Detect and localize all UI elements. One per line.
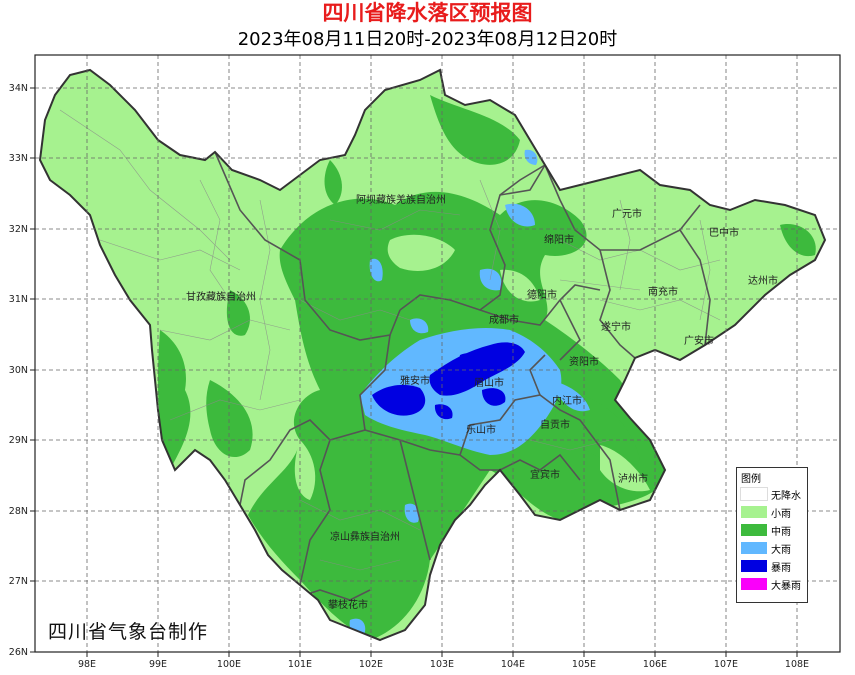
lat-label: 32N xyxy=(9,224,28,235)
latitude-labels: 34N 33N 32N 31N 30N 29N 28N 27N 26N xyxy=(9,83,28,658)
city-label-chengdu: 成都市 xyxy=(489,313,519,326)
legend-item-heavy-rainstorm: 大暴雨 xyxy=(741,576,805,592)
lon-label: 106E xyxy=(643,659,667,670)
map-title: 四川省降水落区预报图 xyxy=(322,1,533,25)
city-label-zigong: 自贡市 xyxy=(540,418,570,431)
lat-label: 29N xyxy=(9,435,28,446)
city-label-deyang: 德阳市 xyxy=(527,288,557,301)
city-label-liangshan: 凉山彝族自治州 xyxy=(330,530,400,543)
lat-label: 34N xyxy=(9,83,28,94)
lon-label: 98E xyxy=(78,659,96,670)
legend-item-no-rain: 无降水 xyxy=(740,486,805,502)
map-frame xyxy=(34,54,841,653)
forecast-period: 2023年08月11日20时-2023年08月12日20时 xyxy=(237,29,618,50)
city-label-guangyuan: 广元市 xyxy=(612,207,642,220)
city-label-suining: 遂宁市 xyxy=(601,320,631,333)
lon-label: 103E xyxy=(430,659,454,670)
legend-swatch xyxy=(740,487,768,501)
legend-swatch xyxy=(741,524,767,536)
rain-areas xyxy=(39,69,826,641)
city-label-guangan: 广安市 xyxy=(684,334,714,347)
legend-item-heavy-rain: 大雨 xyxy=(741,540,805,556)
legend-label: 中雨 xyxy=(771,527,791,538)
lon-label: 102E xyxy=(359,659,383,670)
city-label-yaan: 雅安市 xyxy=(400,374,430,387)
city-label-nanchong: 南充市 xyxy=(648,285,678,298)
lat-label: 26N xyxy=(9,647,28,658)
lon-label: 107E xyxy=(714,659,738,670)
legend-label: 小雨 xyxy=(771,509,791,520)
lon-label: 100E xyxy=(217,659,241,670)
lon-label: 101E xyxy=(288,659,312,670)
legend-item-light-rain: 小雨 xyxy=(741,504,805,520)
lat-label: 31N xyxy=(9,294,28,305)
city-label-ziyang: 资阳市 xyxy=(569,355,599,368)
city-label-meishan: 眉山市 xyxy=(474,376,504,389)
legend-title: 图例 xyxy=(741,474,761,485)
legend-label: 暴雨 xyxy=(771,563,791,574)
city-labels: 阿坝藏族羌族自治州 甘孜藏族自治州 凉山彝族自治州 攀枝花市 广元市 巴中市 绵… xyxy=(186,193,778,611)
city-label-yibin: 宜宾市 xyxy=(530,468,560,481)
lat-label: 33N xyxy=(9,153,28,164)
legend-swatch xyxy=(741,578,767,590)
city-label-mianyang: 绵阳市 xyxy=(544,233,574,246)
legend-label: 无降水 xyxy=(771,491,801,502)
longitude-labels: 98E 99E 100E 101E 102E 103E 104E 105E 10… xyxy=(78,659,809,670)
city-label-aba: 阿坝藏族羌族自治州 xyxy=(356,193,446,206)
lat-label: 27N xyxy=(9,576,28,587)
city-label-panzhihua: 攀枝花市 xyxy=(328,598,368,611)
legend-label: 大暴雨 xyxy=(771,581,801,592)
lat-label: 28N xyxy=(9,506,28,517)
city-label-bazhong: 巴中市 xyxy=(709,226,739,239)
lon-label: 99E xyxy=(149,659,167,670)
legend-swatch xyxy=(741,506,767,518)
city-label-ganzi: 甘孜藏族自治州 xyxy=(186,290,256,303)
legend-swatch xyxy=(741,542,767,554)
legend-swatch xyxy=(741,560,767,572)
city-label-luzhou: 泸州市 xyxy=(618,472,648,485)
city-label-leshan: 乐山市 xyxy=(466,423,496,436)
lon-label: 104E xyxy=(501,659,525,670)
producer-credit: 四川省气象台制作 xyxy=(48,621,209,643)
legend-item-rainstorm: 暴雨 xyxy=(741,558,805,574)
map-grid xyxy=(35,55,840,652)
lat-label: 30N xyxy=(9,365,28,376)
legend: 图例 无降水 小雨 中雨 大雨 暴雨 大暴雨 xyxy=(736,467,808,603)
legend-label: 大雨 xyxy=(771,545,791,556)
lon-label: 105E xyxy=(572,659,596,670)
legend-item-moderate-rain: 中雨 xyxy=(741,522,805,538)
city-label-neijiang: 内江市 xyxy=(552,394,582,407)
lon-label: 108E xyxy=(785,659,809,670)
city-label-dazhou: 达州市 xyxy=(748,274,778,287)
